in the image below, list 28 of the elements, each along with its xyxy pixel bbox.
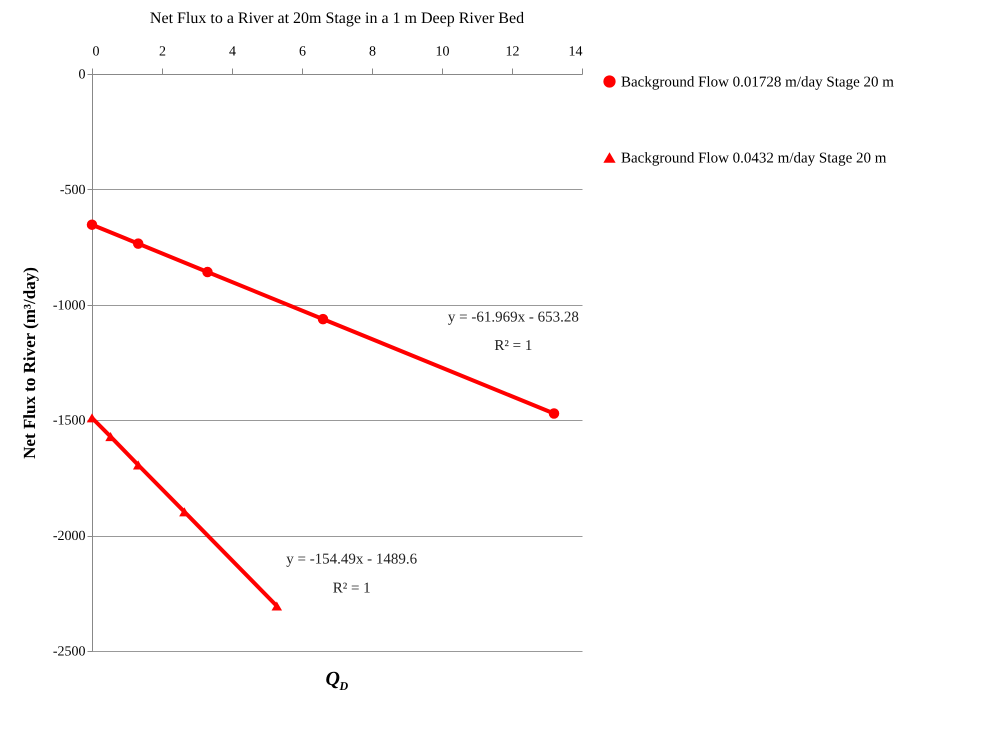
- legend-label: Background Flow 0.01728 m/day Stage 20 m: [621, 74, 894, 90]
- x-tick-label: 14: [568, 44, 582, 60]
- legend-label: Background Flow 0.0432 m/day Stage 20 m: [621, 150, 887, 166]
- point: [318, 314, 328, 324]
- y-tick-label: -500: [60, 182, 86, 198]
- y-tick-label: -2000: [52, 529, 86, 544]
- x-tick-label: 4: [229, 44, 236, 60]
- x-tick-label: 10: [436, 44, 450, 60]
- x-tick-label: 2: [159, 44, 166, 60]
- chart-title: Net Flux to a River at 20m Stage in a 1 m Deep River Bed: [150, 10, 524, 27]
- y-tick-label: -1500: [52, 414, 86, 429]
- annotation: y = -61.969x - 653.28: [448, 309, 579, 326]
- point: [132, 238, 144, 249]
- annotation: R² = 1: [332, 580, 371, 597]
- y-tick-label: -2500: [52, 644, 86, 660]
- point: [548, 408, 560, 419]
- annotation: R² = 1: [494, 338, 532, 354]
- point: [272, 601, 282, 611]
- x-tick-label: 8: [369, 44, 376, 60]
- x-tick-label: 0: [92, 44, 100, 60]
- x-tick-label: 6: [299, 44, 306, 60]
- y-tick-label: 0: [78, 68, 86, 82]
- y-tick-label: -1000: [52, 298, 86, 314]
- y-axis-title: Net Flux to River (m³/day): [20, 267, 39, 459]
- x-tick-label: 12: [506, 44, 520, 60]
- point: [86, 219, 98, 230]
- annotation: y = -154.49x - 1489.6: [286, 552, 418, 568]
- point: [202, 266, 213, 278]
